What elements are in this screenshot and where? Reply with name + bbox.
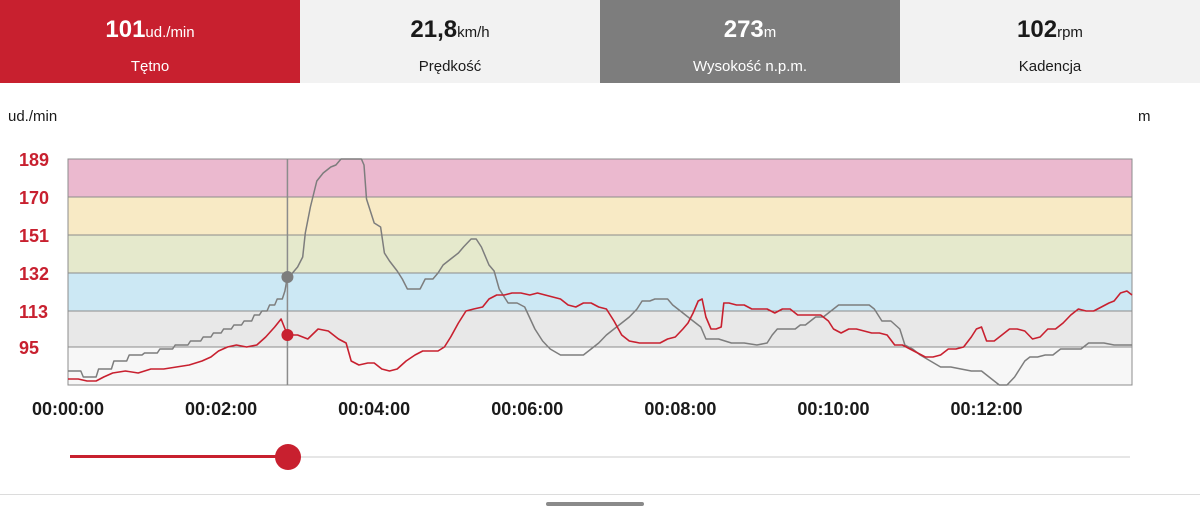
x-tick-label: 00:04:00 [338,399,410,419]
bottom-divider [0,494,1200,495]
y-tick-label: 113 [19,302,48,322]
x-tick-label: 00:12:00 [951,399,1023,419]
slider-track[interactable] [70,456,1130,458]
x-tick-label: 00:00:00 [32,399,104,419]
y-tick-label: 132 [19,264,49,284]
speed-label: Prędkość [418,58,482,75]
heart-rate-value: 101ud./min [105,16,195,43]
y-tick-label: 151 [19,226,49,246]
x-tick-label: 00:10:00 [797,399,869,419]
y-tick-label: 170 [19,188,49,208]
tab-cadence[interactable]: 102rpm Kadencja [900,0,1200,83]
time-slider[interactable] [70,442,1130,472]
x-tick-label: 00:02:00 [185,399,257,419]
cadence-label: Kadencja [1018,58,1082,75]
slider-thumb[interactable] [275,444,302,470]
y-tick-label: 189 [19,150,49,170]
plot-frame [67,158,1133,386]
heart-rate-series-line [68,290,1133,382]
altitude-value: 273m [723,16,777,43]
cadence-value: 102rpm [1017,16,1083,43]
left-axis-unit: ud./min [8,108,58,125]
hr-zone-band-5 [68,347,1132,385]
slider-fill [70,455,289,458]
hr-zone-band-0 [68,159,1132,197]
heart-rate-unit: ud./min [145,24,195,41]
altitude-label: Wysokość n.p.m. [692,58,808,75]
y-tick-label: 95 [19,338,39,358]
tab-speed[interactable]: 21,8km/h Prędkość [300,0,600,83]
home-handle[interactable] [546,502,644,506]
right-axis-unit: m [1138,108,1151,125]
hr-zone-band-3 [68,273,1132,311]
tab-altitude[interactable]: 273m Wysokość n.p.m. [600,0,900,83]
hr-zone-band-1 [68,197,1132,235]
metric-tabs: 101ud./min Tętno 21,8km/h Prędkość 273m … [0,0,1200,83]
x-tick-label: 00:06:00 [491,399,563,419]
heart-rate-altitude-chart: 189 170 151 132 113 95 00:00:00 00:02:00 00:04:0… [19,150,1133,419]
speed-unit: km/h [457,24,490,41]
altitude-unit: m [763,24,777,41]
tab-heart-rate[interactable]: 101ud./min Tętno [0,0,300,83]
cadence-unit: rpm [1057,24,1083,41]
x-tick-label: 00:08:00 [644,399,716,419]
speed-value: 21,8km/h [410,16,490,43]
heart-rate-cursor-marker [281,329,294,341]
hr-zone-band-2 [68,235,1132,273]
altitude-cursor-marker [281,271,294,283]
heart-rate-label: Tętno [130,58,170,75]
